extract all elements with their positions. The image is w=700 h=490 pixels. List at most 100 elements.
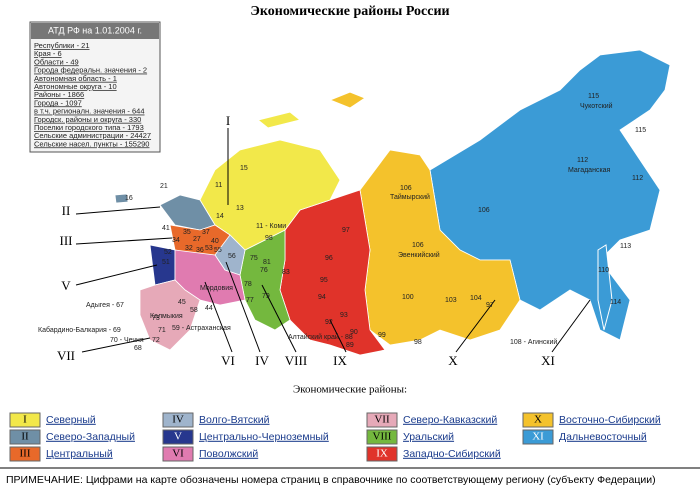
region-label: 37 bbox=[202, 229, 210, 236]
region-label: 115 bbox=[635, 127, 646, 134]
region-label: 113 bbox=[620, 243, 631, 250]
region-label: 44 bbox=[205, 305, 213, 312]
region-label: 77 bbox=[246, 297, 254, 304]
region-label: 75 bbox=[250, 255, 258, 262]
legend-numeral: VIII bbox=[373, 431, 392, 443]
region-label: 94 bbox=[318, 294, 326, 301]
legend-title: Экономические районы: bbox=[293, 384, 407, 396]
callout-label: III bbox=[60, 233, 73, 248]
legend-numeral: II bbox=[21, 431, 29, 443]
stats-item: Автономная область - 1 bbox=[34, 74, 117, 83]
stats-item: Сельские администрации - 24427 bbox=[34, 131, 151, 140]
island bbox=[256, 111, 302, 129]
stats-item: Городск. районы и округа - 330 bbox=[34, 115, 141, 124]
stats-item: Районы - 1866 bbox=[34, 90, 84, 99]
legend-swatch bbox=[522, 429, 554, 445]
callout-label: VI bbox=[221, 353, 235, 368]
stats-item: Сельские насел. пункты - 155290 bbox=[34, 139, 149, 148]
region-label: 95 bbox=[320, 277, 328, 284]
callout-label: II bbox=[62, 203, 71, 218]
region-label: 93 bbox=[340, 312, 348, 319]
legend-name: Волго-Вятский bbox=[199, 414, 270, 426]
stats-header-bg bbox=[31, 23, 159, 39]
callout-line bbox=[204, 281, 233, 353]
legend-numeral: VII bbox=[374, 414, 390, 426]
region-label: Таймырский bbox=[390, 193, 430, 201]
region-label: 14 bbox=[216, 213, 224, 220]
stats-item: Города федеральн. значения - 2 bbox=[34, 66, 147, 75]
region-label: Адыгея - 67 bbox=[86, 302, 124, 309]
legend-numeral: I bbox=[23, 414, 27, 426]
callout-line bbox=[225, 261, 261, 353]
callout-label: V bbox=[61, 278, 71, 293]
legend-name: Дальневосточный bbox=[559, 431, 647, 443]
legend-swatch bbox=[366, 412, 398, 428]
legend-name: Центрально-Черноземный bbox=[199, 431, 329, 443]
callout-line bbox=[551, 299, 591, 353]
region-label: 56 bbox=[228, 253, 236, 260]
legend-numeral: X bbox=[534, 414, 542, 426]
region-label: Алтайский край - 88 bbox=[288, 333, 353, 341]
legend-numeral: VI bbox=[172, 448, 184, 460]
region bbox=[114, 193, 129, 204]
region-label: 103 bbox=[445, 297, 457, 304]
callout-label: VII bbox=[57, 348, 75, 363]
legend-swatch bbox=[366, 446, 398, 462]
callout-label: VIII bbox=[285, 353, 307, 368]
region-label: 11 - Коми bbox=[256, 223, 286, 230]
region-label: 110 bbox=[598, 267, 609, 274]
region-label: 27 bbox=[193, 236, 201, 243]
callout-label: X bbox=[448, 353, 458, 368]
callout-line bbox=[455, 299, 496, 353]
region-label: 15 bbox=[240, 165, 248, 172]
region-label: 16 bbox=[125, 195, 133, 202]
legend-name: Западно-Сибирский bbox=[403, 448, 501, 460]
region-label: 97 bbox=[486, 302, 494, 309]
region-label: 115 bbox=[588, 93, 599, 100]
callout-label: IX bbox=[333, 353, 347, 368]
region-label: 41 bbox=[162, 225, 170, 232]
region-label: 79 bbox=[262, 293, 270, 300]
legend-numeral: IV bbox=[172, 414, 184, 426]
legend-name: Восточно-Сибирский bbox=[559, 414, 661, 426]
region-label: 108 - Агинский bbox=[510, 338, 557, 346]
region-label: 32 bbox=[185, 245, 193, 252]
legend-name: Северный bbox=[46, 414, 96, 426]
callout-line bbox=[75, 264, 158, 286]
region-label: 36 bbox=[196, 247, 204, 254]
region-label: 51 bbox=[162, 259, 170, 266]
legend-numeral: III bbox=[20, 448, 31, 460]
region-label: 90 bbox=[350, 329, 358, 336]
stats-box bbox=[29, 21, 161, 153]
region-label: 73 bbox=[152, 315, 160, 322]
region-label: Кабардино-Балкария - 69 bbox=[38, 326, 121, 334]
stats-item: Города - 1097 bbox=[34, 98, 82, 107]
stats-heading: АТД РФ на 1.01.2004 г. bbox=[48, 25, 142, 35]
region-label: 97 bbox=[342, 227, 350, 234]
region-label: 40 bbox=[211, 238, 219, 245]
legend-swatch bbox=[9, 446, 41, 462]
stats-item: Республики - 21 bbox=[34, 41, 90, 50]
callout-line bbox=[75, 237, 173, 245]
region-label: 21 bbox=[160, 183, 168, 190]
region-label: 112 bbox=[632, 175, 643, 182]
callout-line bbox=[329, 319, 347, 353]
legend-swatch bbox=[162, 429, 194, 445]
callout-label: IV bbox=[255, 353, 269, 368]
legend-numeral: V bbox=[174, 431, 182, 443]
legend-swatch bbox=[9, 412, 41, 428]
island bbox=[328, 91, 367, 109]
region-label: 58 bbox=[190, 307, 198, 314]
region-label: 81 bbox=[263, 259, 271, 266]
region-label: Магаданская bbox=[568, 167, 611, 174]
stats-item: Поселки городского типа - 1793 bbox=[34, 123, 144, 132]
region-label: 106 bbox=[478, 207, 490, 214]
region-label: 78 bbox=[244, 281, 252, 288]
region-label: 92 bbox=[325, 319, 333, 326]
region-label: 68 bbox=[134, 345, 142, 352]
region-label: 98 bbox=[414, 339, 422, 346]
stats-item: Области - 49 bbox=[34, 57, 79, 66]
region bbox=[139, 279, 201, 351]
